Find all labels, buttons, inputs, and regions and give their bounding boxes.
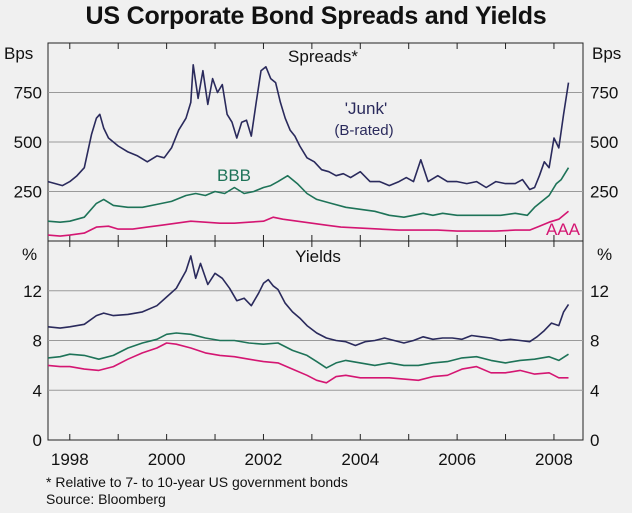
yields-y-tick-label-right: 12 [590,282,609,301]
x-tick-label: 1998 [51,450,89,469]
yields-panel-title: Yields [295,247,341,266]
x-tick-label: 2006 [438,450,476,469]
source-note: Source: Bloomberg [46,491,166,507]
yields-series-junk-line [47,255,570,347]
yields-y-tick-label-right: 4 [590,381,599,400]
junk-series-label: 'Junk' [345,99,387,118]
x-tick-label: 2004 [341,450,379,469]
yields-left-unit-label: % [22,245,37,264]
yields-y-tick-label-left: 12 [23,282,42,301]
yields-y-tick-label-left: 0 [33,431,42,450]
spreads-y-tick-label-left: 750 [14,84,42,103]
yields-series-aaa-line [47,342,569,384]
yields-y-tick-label-right: 8 [590,332,599,351]
x-tick-label: 2008 [535,450,573,469]
spreads-y-tick-label-right: 250 [590,183,618,202]
chart-title: US Corporate Bond Spreads and Yields [85,2,547,30]
spreads-series-aaa-line [47,210,570,237]
x-tick-label: 2000 [148,450,186,469]
spreads-right-unit-label: Bps [592,44,621,63]
yields-y-tick-label-right: 0 [590,431,599,450]
spreads-series-junk-line [47,64,570,191]
aaa-series-label: AAA [546,220,581,239]
yields-y-tick-label-left: 8 [33,332,42,351]
spreads-y-tick-label-left: 500 [14,133,42,152]
yields-series-bbb-line [47,332,569,369]
spreads-panel-title: Spreads* [288,47,358,66]
spreads-series-bbb-line [47,167,570,223]
spreads-y-tick-label-right: 750 [590,84,618,103]
spreads-y-tick-label-left: 250 [14,183,42,202]
spreads-left-unit-label: Bps [4,44,33,63]
yields-y-tick-label-left: 4 [33,381,42,400]
x-tick-label: 2002 [245,450,283,469]
junk-series-sublabel: (B-rated) [334,122,393,139]
footnote: * Relative to 7- to 10-year US governmen… [46,474,348,490]
bbb-series-label: BBB [217,166,251,185]
spreads-y-tick-label-right: 500 [590,133,618,152]
yields-right-unit-label: % [597,245,612,264]
